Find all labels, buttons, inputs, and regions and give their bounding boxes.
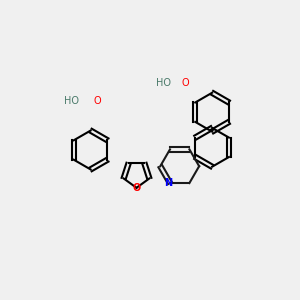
Text: N: N (165, 178, 173, 188)
Text: O: O (132, 183, 141, 193)
Text: O: O (181, 77, 189, 88)
Text: HO: HO (64, 96, 79, 106)
Text: HO: HO (156, 77, 171, 88)
Text: O: O (94, 96, 101, 106)
